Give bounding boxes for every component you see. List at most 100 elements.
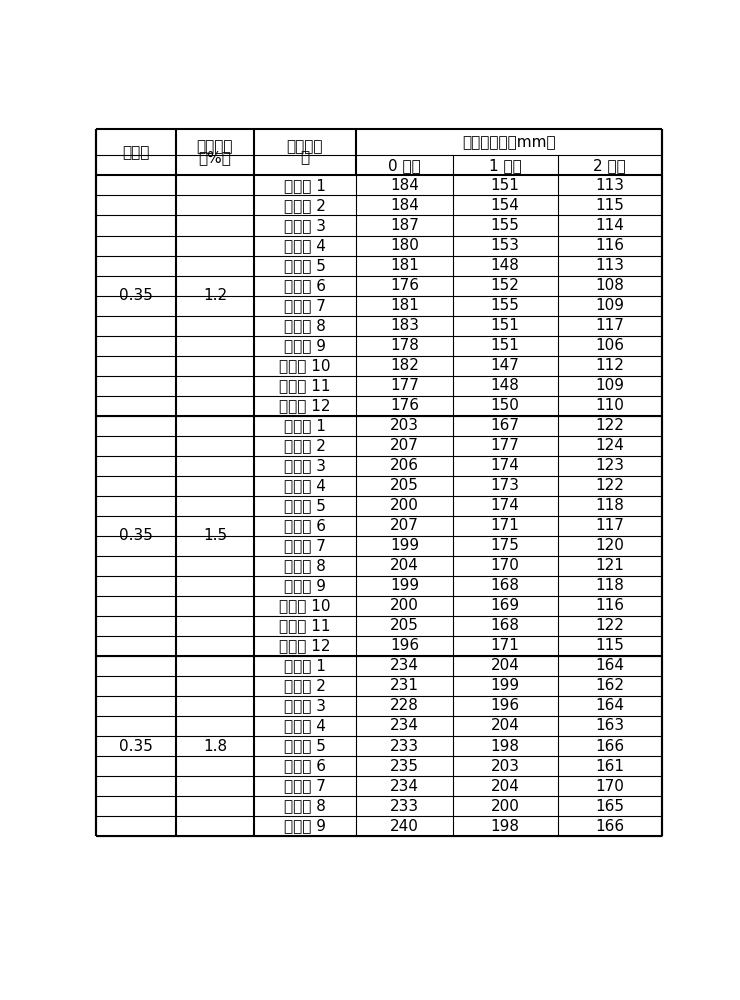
Text: 实施例 9: 实施例 9: [284, 338, 326, 353]
Text: 161: 161: [595, 759, 625, 774]
Text: 实施例 1: 实施例 1: [284, 658, 326, 673]
Text: 176: 176: [390, 278, 419, 293]
Text: 108: 108: [596, 278, 625, 293]
Text: 117: 117: [596, 518, 625, 533]
Text: 174: 174: [491, 498, 519, 513]
Text: 198: 198: [491, 739, 519, 754]
Text: 207: 207: [390, 438, 419, 453]
Text: 207: 207: [390, 518, 419, 533]
Text: 163: 163: [595, 718, 625, 733]
Text: 198: 198: [491, 819, 519, 834]
Text: 166: 166: [595, 819, 625, 834]
Text: 1.2: 1.2: [203, 288, 227, 303]
Text: 折固掺量: 折固掺量: [197, 139, 233, 154]
Text: 117: 117: [596, 318, 625, 333]
Text: 118: 118: [596, 498, 625, 513]
Text: 122: 122: [596, 618, 625, 633]
Text: 234: 234: [390, 779, 419, 794]
Text: 181: 181: [390, 298, 419, 313]
Text: 实施例 2: 实施例 2: [284, 438, 326, 453]
Text: 168: 168: [491, 618, 519, 633]
Text: 240: 240: [390, 819, 419, 834]
Text: 实施例 12: 实施例 12: [279, 638, 331, 653]
Text: 170: 170: [596, 779, 625, 794]
Text: 1 小时: 1 小时: [489, 158, 522, 173]
Text: 124: 124: [596, 438, 625, 453]
Text: 151: 151: [491, 178, 519, 193]
Text: 164: 164: [595, 658, 625, 673]
Text: 实施例 5: 实施例 5: [284, 258, 326, 273]
Text: 182: 182: [390, 358, 419, 373]
Text: 231: 231: [390, 678, 419, 693]
Text: 204: 204: [491, 718, 519, 733]
Text: 148: 148: [491, 378, 519, 393]
Text: 200: 200: [390, 498, 419, 513]
Text: 实施例 11: 实施例 11: [279, 618, 331, 633]
Text: 196: 196: [491, 698, 519, 713]
Text: 109: 109: [595, 378, 625, 393]
Text: 176: 176: [390, 398, 419, 413]
Text: 实施例 3: 实施例 3: [284, 458, 326, 473]
Text: 113: 113: [595, 258, 625, 273]
Text: 120: 120: [596, 538, 625, 553]
Text: 175: 175: [491, 538, 519, 553]
Text: 199: 199: [491, 678, 519, 693]
Text: 203: 203: [491, 759, 519, 774]
Text: 151: 151: [491, 338, 519, 353]
Text: 实施例 12: 实施例 12: [279, 398, 331, 413]
Text: 实施例 1: 实施例 1: [284, 418, 326, 433]
Text: 减水剂类: 减水剂类: [286, 139, 323, 154]
Text: 165: 165: [595, 799, 625, 814]
Text: 113: 113: [595, 178, 625, 193]
Text: 147: 147: [491, 358, 519, 373]
Text: 实施例 9: 实施例 9: [284, 578, 326, 593]
Text: 171: 171: [491, 518, 519, 533]
Text: 实施例 7: 实施例 7: [284, 779, 326, 794]
Text: 实施例 9: 实施例 9: [284, 819, 326, 834]
Text: 实施例 10: 实施例 10: [279, 358, 331, 373]
Text: 实施例 11: 实施例 11: [279, 378, 331, 393]
Text: 205: 205: [390, 478, 419, 493]
Text: 122: 122: [596, 418, 625, 433]
Text: 234: 234: [390, 658, 419, 673]
Text: 实施例 8: 实施例 8: [284, 558, 326, 573]
Text: 1.5: 1.5: [203, 528, 227, 543]
Text: 实施例 7: 实施例 7: [284, 538, 326, 553]
Text: 228: 228: [390, 698, 419, 713]
Text: 116: 116: [595, 598, 625, 613]
Text: 169: 169: [491, 598, 519, 613]
Text: 184: 184: [390, 178, 419, 193]
Text: 实施例 6: 实施例 6: [284, 278, 326, 293]
Text: 204: 204: [491, 779, 519, 794]
Text: 168: 168: [491, 578, 519, 593]
Text: 203: 203: [390, 418, 419, 433]
Text: 实施例 8: 实施例 8: [284, 318, 326, 333]
Text: 235: 235: [390, 759, 419, 774]
Text: 234: 234: [390, 718, 419, 733]
Text: 型: 型: [300, 150, 309, 165]
Text: 153: 153: [491, 238, 519, 253]
Text: 204: 204: [390, 558, 419, 573]
Text: 112: 112: [596, 358, 625, 373]
Text: 183: 183: [390, 318, 419, 333]
Text: 115: 115: [596, 198, 625, 213]
Text: 154: 154: [491, 198, 519, 213]
Text: 118: 118: [596, 578, 625, 593]
Text: 106: 106: [595, 338, 625, 353]
Text: 0.35: 0.35: [119, 739, 153, 754]
Text: 184: 184: [390, 198, 419, 213]
Text: 116: 116: [595, 238, 625, 253]
Text: 233: 233: [390, 799, 419, 814]
Text: 164: 164: [595, 698, 625, 713]
Text: 实施例 6: 实施例 6: [284, 759, 326, 774]
Text: 0.35: 0.35: [119, 528, 153, 543]
Text: 166: 166: [595, 739, 625, 754]
Text: 162: 162: [595, 678, 625, 693]
Text: 171: 171: [491, 638, 519, 653]
Text: 实施例 5: 实施例 5: [284, 739, 326, 754]
Text: 121: 121: [596, 558, 625, 573]
Text: 实施例 2: 实施例 2: [284, 198, 326, 213]
Text: 178: 178: [390, 338, 419, 353]
Text: 199: 199: [390, 538, 419, 553]
Text: 200: 200: [491, 799, 519, 814]
